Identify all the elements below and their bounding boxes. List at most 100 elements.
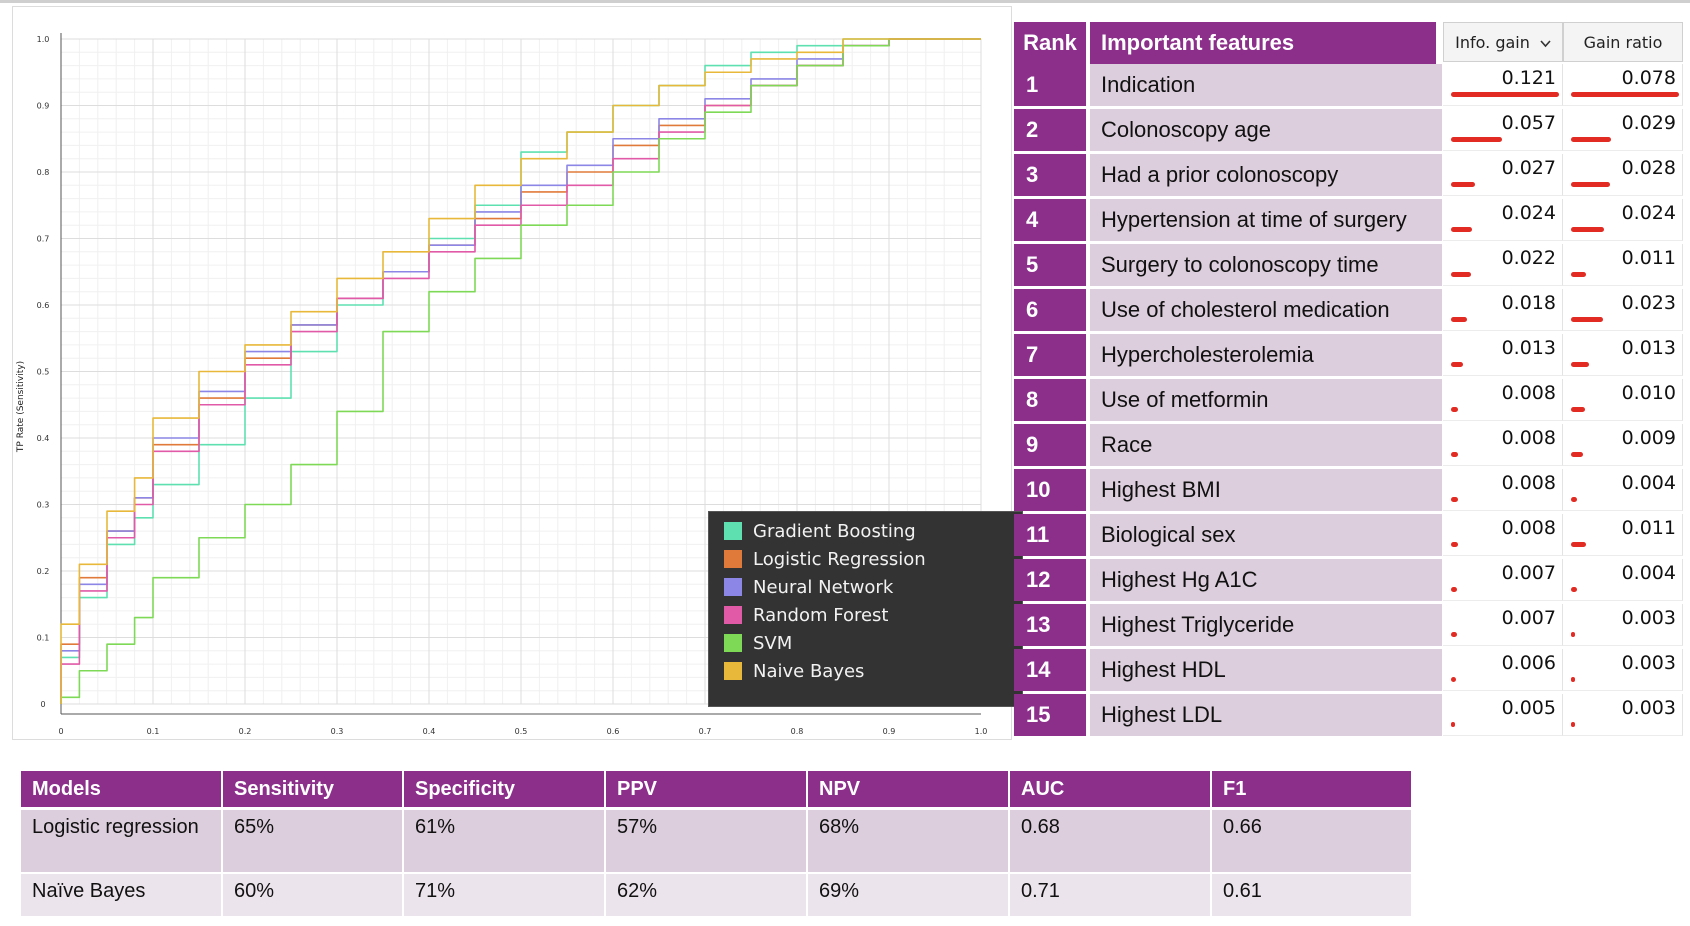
- gain-ratio-cell: 0.004: [1563, 559, 1683, 601]
- x-tick-label: 0.3: [331, 727, 344, 736]
- feature-name: Surgery to colonoscopy time: [1090, 244, 1442, 286]
- info-gain-header[interactable]: Info. gain: [1443, 22, 1563, 62]
- gain-ratio-bar: [1571, 497, 1577, 502]
- rank-cell: 5: [1014, 244, 1086, 286]
- series-line-svm: [60, 38, 981, 704]
- table-row: 2 Colonoscopy age 0.057 0.029: [1014, 109, 1689, 151]
- y-axis-label: TP Rate (Sensitivity): [16, 361, 26, 453]
- metric-value-cell: 71%: [404, 874, 604, 916]
- rank-cell: 7: [1014, 334, 1086, 376]
- y-tick-label: 0.1: [37, 634, 50, 643]
- gain-ratio-cell: 0.023: [1563, 289, 1683, 331]
- rank-header: Rank: [1014, 22, 1086, 64]
- chart-legend: Gradient Boosting Logistic Regression Neur…: [708, 511, 1023, 707]
- gain-ratio-header-label: Gain ratio: [1583, 32, 1663, 52]
- metrics-header-0: Models: [21, 771, 221, 807]
- info-gain-cell: 0.027: [1443, 154, 1563, 196]
- gain-ratio-bar: [1571, 92, 1679, 97]
- gain-ratio-value: 0.004: [1621, 472, 1676, 494]
- rank-cell: 13: [1014, 604, 1086, 646]
- table-row: 7 Hypercholesterolemia 0.013 0.013: [1014, 334, 1689, 376]
- feature-name: Indication: [1090, 64, 1442, 106]
- metric-value-cell: 69%: [808, 874, 1008, 916]
- info-gain-value: 0.022: [1501, 247, 1556, 269]
- gain-ratio-cell: 0.024: [1563, 199, 1683, 241]
- gain-ratio-cell: 0.010: [1563, 379, 1683, 421]
- gain-ratio-bar: [1571, 407, 1585, 412]
- legend-swatch: [724, 550, 742, 568]
- rank-cell: 2: [1014, 109, 1086, 151]
- info-gain-bar: [1451, 722, 1456, 727]
- table-row: 11 Biological sex 0.008 0.011: [1014, 514, 1689, 556]
- feature-name: Colonoscopy age: [1090, 109, 1442, 151]
- y-tick-label: 0.3: [37, 501, 50, 510]
- gain-ratio-cell: 0.028: [1563, 154, 1683, 196]
- x-tick-label: 0.7: [699, 727, 712, 736]
- legend-item: Logistic Regression: [724, 547, 926, 571]
- features-header: Important features: [1090, 22, 1436, 64]
- feature-name: Use of cholesterol medication: [1090, 289, 1442, 331]
- info-gain-cell: 0.018: [1443, 289, 1563, 331]
- gain-ratio-bar: [1571, 227, 1605, 232]
- rank-cell: 11: [1014, 514, 1086, 556]
- legend-label: Gradient Boosting: [753, 520, 916, 542]
- gain-ratio-value: 0.024: [1621, 202, 1676, 224]
- model-name-cell: Logistic regression: [21, 810, 221, 872]
- table-row: 5 Surgery to colonoscopy time 0.022 0.011: [1014, 244, 1689, 286]
- y-tick-label: 0.5: [37, 368, 50, 377]
- info-gain-value: 0.007: [1501, 607, 1556, 629]
- gain-ratio-cell: 0.013: [1563, 334, 1683, 376]
- gain-ratio-bar: [1571, 677, 1576, 682]
- metric-value-cell: 62%: [606, 874, 806, 916]
- info-gain-bar: [1451, 587, 1458, 592]
- feature-name: Race: [1090, 424, 1442, 466]
- info-gain-value: 0.013: [1501, 337, 1556, 359]
- legend-label: Logistic Regression: [753, 548, 926, 570]
- gain-ratio-bar: [1571, 632, 1576, 637]
- x-tick-label: 0.6: [607, 727, 620, 736]
- metric-value-cell: 68%: [808, 810, 1008, 872]
- info-gain-cell: 0.008: [1443, 514, 1563, 556]
- x-tick-label: 1.0: [975, 727, 988, 736]
- x-tick-label: 0.5: [515, 727, 528, 736]
- y-tick-label: 0: [40, 700, 45, 709]
- metric-value-cell: 65%: [223, 810, 402, 872]
- rank-cell: 8: [1014, 379, 1086, 421]
- info-gain-bar: [1451, 542, 1459, 547]
- rank-cell: 1: [1014, 64, 1086, 106]
- info-gain-cell: 0.022: [1443, 244, 1563, 286]
- gain-ratio-value: 0.003: [1621, 697, 1676, 719]
- info-gain-value: 0.008: [1501, 427, 1556, 449]
- info-gain-bar: [1451, 497, 1459, 502]
- x-tick-label: 0.8: [791, 727, 804, 736]
- feature-name: Highest HDL: [1090, 649, 1442, 691]
- info-gain-value: 0.005: [1501, 697, 1556, 719]
- info-gain-bar: [1451, 92, 1559, 97]
- gain-ratio-bar: [1571, 182, 1610, 187]
- table-row: 4 Hypertension at time of surgery 0.024 0.0…: [1014, 199, 1689, 241]
- gain-ratio-value: 0.009: [1621, 427, 1676, 449]
- gain-ratio-bar: [1571, 722, 1576, 727]
- metric-value-cell: 0.66: [1212, 810, 1411, 872]
- gain-ratio-cell: 0.003: [1563, 649, 1683, 691]
- info-gain-value: 0.121: [1501, 67, 1556, 89]
- feature-name: Highest BMI: [1090, 469, 1442, 511]
- x-tick-label: 0.1: [147, 727, 160, 736]
- gain-ratio-value: 0.011: [1621, 517, 1676, 539]
- gain-ratio-bar: [1571, 452, 1584, 457]
- gain-ratio-bar: [1571, 587, 1577, 592]
- info-gain-cell: 0.006: [1443, 649, 1563, 691]
- info-gain-bar: [1451, 407, 1459, 412]
- rank-cell: 4: [1014, 199, 1086, 241]
- info-gain-bar: [1451, 182, 1476, 187]
- legend-swatch: [724, 662, 742, 680]
- info-gain-cell: 0.008: [1443, 379, 1563, 421]
- gain-ratio-header[interactable]: Gain ratio: [1563, 22, 1683, 62]
- info-gain-value: 0.007: [1501, 562, 1556, 584]
- legend-swatch: [724, 522, 742, 540]
- legend-item: Gradient Boosting: [724, 519, 916, 543]
- table-row: 14 Highest HDL 0.006 0.003: [1014, 649, 1689, 691]
- feature-name: Highest Triglyceride: [1090, 604, 1442, 646]
- rank-cell: 6: [1014, 289, 1086, 331]
- x-tick-label: 0.9: [883, 727, 896, 736]
